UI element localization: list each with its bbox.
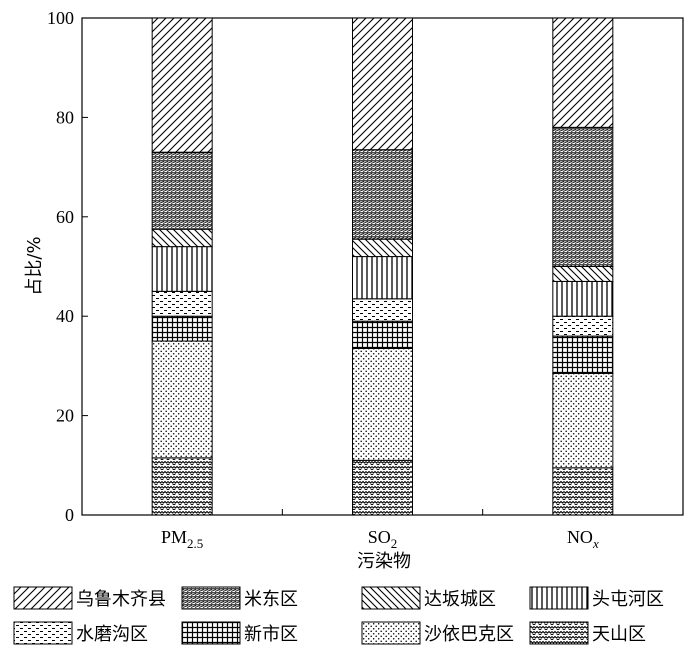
- legend-item: 天山区: [529, 621, 646, 645]
- bar-segment: [552, 126, 614, 267]
- bar-stack: [352, 17, 413, 516]
- y-tick-label: 20: [56, 406, 74, 426]
- legend-item: 水磨沟区: [13, 621, 148, 645]
- bar-segment: [151, 340, 213, 459]
- legend-swatch: [529, 586, 589, 610]
- x-tick-label-subscript: 2.5: [187, 536, 203, 551]
- bar-stack: [151, 17, 213, 516]
- x-tick-label-subscript: x: [592, 536, 599, 551]
- bar-segment: [151, 228, 213, 248]
- bar-segment: [552, 280, 614, 317]
- bar-stack: [552, 17, 614, 516]
- x-tick-label-subscript: 2: [391, 536, 398, 551]
- legend-swatch: [529, 621, 589, 645]
- x-tick-label-main: SO: [368, 527, 391, 547]
- x-tick-label-main: PM: [161, 527, 187, 547]
- bar-segment: [552, 335, 614, 374]
- bar-segment: [151, 315, 213, 342]
- legend-label: 米东区: [244, 589, 298, 610]
- legend-label: 沙依巴克区: [424, 624, 514, 645]
- x-tick-label: PM2.5: [161, 527, 203, 551]
- legend-swatch: [13, 621, 73, 645]
- bar-segment: [352, 348, 413, 461]
- y-tick-label: 60: [56, 207, 74, 227]
- bar-segment: [352, 298, 413, 322]
- bar-segment: [352, 256, 413, 300]
- bar-segment: [352, 459, 413, 516]
- y-tick-label: 100: [47, 8, 74, 28]
- bar-segment: [151, 246, 213, 292]
- bar-segment: [352, 17, 413, 151]
- bar-segment: [151, 17, 213, 153]
- legend-label: 达坂城区: [424, 589, 496, 610]
- bar-segment: [151, 151, 213, 230]
- bar-segment: [552, 17, 614, 128]
- legend-item: 头屯河区: [529, 586, 664, 610]
- x-tick-label-main: NO: [567, 527, 593, 547]
- legend-label: 新市区: [244, 624, 298, 645]
- legend-item: 达坂城区: [361, 586, 496, 610]
- legend-swatch: [181, 586, 241, 610]
- bar-segment: [552, 315, 614, 337]
- y-tick-label: 40: [56, 306, 74, 326]
- legend-swatch: [13, 586, 73, 610]
- bar-segment: [352, 320, 413, 350]
- bar-segment: [352, 238, 413, 258]
- bar-segment: [552, 467, 614, 516]
- y-tick-label: 80: [56, 107, 74, 127]
- legend-label: 天山区: [592, 624, 646, 645]
- legend-label: 乌鲁木齐县: [76, 589, 166, 610]
- bar-segment: [352, 149, 413, 240]
- legend-item: 米东区: [181, 586, 298, 610]
- legend-item: 乌鲁木齐县: [13, 586, 166, 610]
- legend-label: 头屯河区: [592, 589, 664, 610]
- x-tick-label: NOx: [567, 527, 599, 551]
- bar-segment: [151, 290, 213, 317]
- legend-swatch: [361, 586, 421, 610]
- legend-label: 水磨沟区: [76, 624, 148, 645]
- legend-swatch: [181, 621, 241, 645]
- legend-item: 新市区: [181, 621, 298, 645]
- x-axis-title: 污染物: [357, 551, 411, 572]
- bar-segment: [552, 372, 614, 469]
- legend-item: 沙依巴克区: [361, 621, 514, 645]
- x-tick-label: SO2: [368, 527, 398, 551]
- y-tick-label: 0: [65, 505, 74, 525]
- legend-swatch: [361, 621, 421, 645]
- bar-segment: [552, 266, 614, 282]
- bar-segment: [151, 457, 213, 516]
- y-axis-title: 占比/%: [24, 236, 45, 295]
